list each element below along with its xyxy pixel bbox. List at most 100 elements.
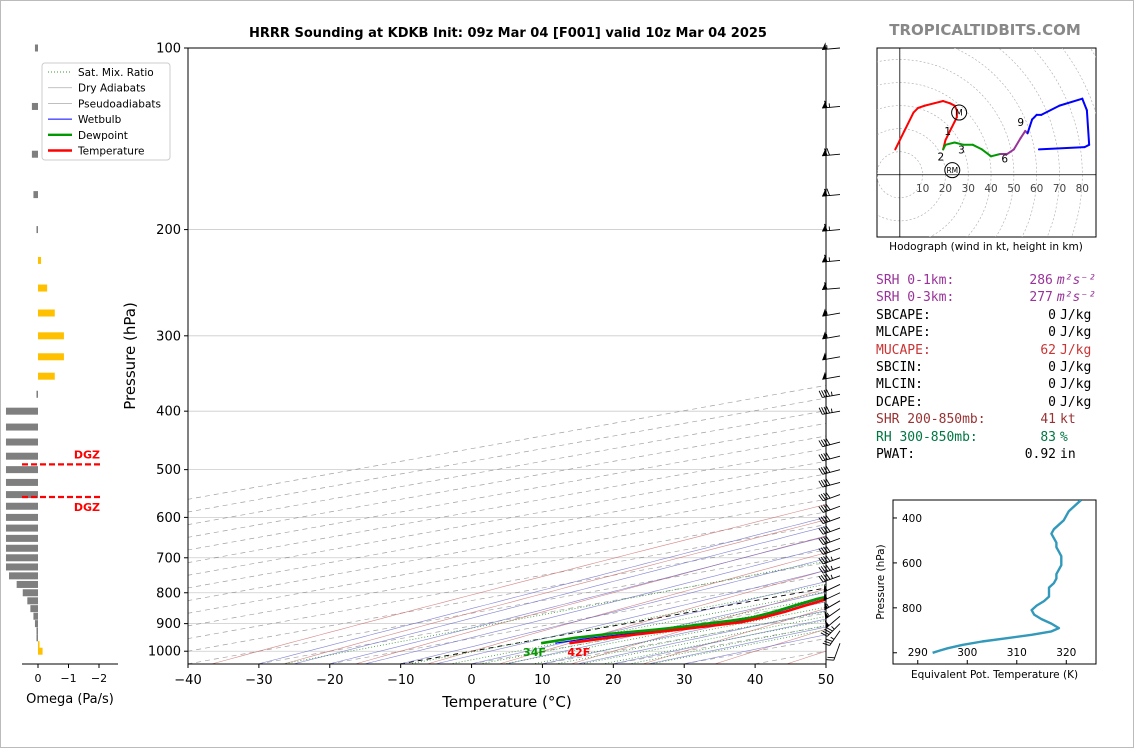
y-tick-label: 900 <box>156 617 181 632</box>
omega-bar <box>5 491 39 499</box>
wind-barb <box>822 282 841 291</box>
dewpoint-profile <box>540 595 826 645</box>
param-label: SRH 0-3km: <box>876 290 955 306</box>
x-tick-label: 30 <box>676 673 693 688</box>
omega-bar <box>38 284 48 292</box>
hodograph-segment <box>1037 146 1086 151</box>
wind-barb <box>818 564 841 574</box>
storm-motion-label: M <box>955 109 962 119</box>
skewt-frame <box>187 47 827 665</box>
theta-e-y-tick-label: 400 <box>902 513 922 525</box>
hodograph-segment <box>980 148 993 158</box>
x-tick-label: −10 <box>387 673 414 688</box>
wind-barb <box>822 148 841 157</box>
hodograph-tick-label: 40 <box>984 183 997 195</box>
param-value: 286 <box>1029 273 1053 288</box>
skewt-profiles <box>540 595 826 645</box>
omega-bar <box>5 544 39 552</box>
y-tick-label: 200 <box>156 223 181 238</box>
hodograph-height-label: 9 <box>1017 117 1024 129</box>
moist-adiabat <box>258 517 826 664</box>
mixing-ratio-line <box>479 596 826 664</box>
omega-panel: 0 −1 −2 Omega (Pa/s) DGZ DGZ <box>5 44 118 707</box>
param-unit: in <box>1060 447 1076 463</box>
param-unit: J/kg <box>1060 325 1092 341</box>
wind-barb <box>818 525 841 535</box>
x-tick-label: 0 <box>467 673 475 688</box>
y-tick-label: 300 <box>156 329 181 344</box>
param-value: 0 <box>1048 325 1056 341</box>
omega-bar <box>5 554 39 562</box>
legend-entry: Pseudoadiabats <box>78 98 161 110</box>
param-row: MUCAPE: 62 J/kg <box>876 342 1096 359</box>
dry-adiabat <box>211 504 826 664</box>
omega-bar <box>5 478 39 486</box>
omega-bar <box>38 256 42 264</box>
omega-bar <box>5 563 39 571</box>
y-tick-label: 1000 <box>148 645 181 660</box>
hodograph-segment <box>912 106 920 114</box>
legend: Sat. Mix. Ratio Dry Adiabats Pseudoadiabat… <box>41 62 171 161</box>
theta-e-y-label: Pressure (hPa) <box>875 544 887 619</box>
theta-e-panel: 290 300 310 320 400 600 800 Equivalent Pot. Tem… <box>875 499 1097 681</box>
wind-barb <box>822 308 841 317</box>
x-tick-label: 40 <box>747 673 764 688</box>
hodograph-height-label: 1 <box>944 126 951 138</box>
omega-bar <box>9 572 38 580</box>
omega-bar <box>5 466 39 474</box>
wind-barb <box>822 188 841 197</box>
theta-e-y-tick-label: 800 <box>902 603 922 615</box>
omega-bar <box>5 438 39 446</box>
param-row: SRH 0-3km: 277 m²s⁻² <box>876 289 1096 306</box>
omega-bar <box>34 44 38 52</box>
hodograph-segment <box>1026 125 1031 135</box>
mixing-ratio-line <box>532 606 826 664</box>
hodograph-segment <box>949 120 956 132</box>
legend-entry: Sat. Mix. Ratio <box>78 67 154 79</box>
param-label: MLCIN: <box>876 377 923 393</box>
wind-barb <box>822 352 841 361</box>
omega-bar <box>16 580 38 588</box>
moist-adiabat <box>364 546 826 664</box>
x-tick-label: 50 <box>818 673 835 688</box>
wind-barb <box>818 503 841 513</box>
x-tick-label: 10 <box>534 673 551 688</box>
chart-title: HRRR Sounding at KDKB Init: 09z Mar 04 [… <box>249 26 767 41</box>
hodograph-segment <box>944 141 956 146</box>
omega-bar <box>36 226 38 234</box>
dry-adiabat <box>283 519 826 664</box>
hodograph-panel: 10 20 30 40 50 60 70 80 1 2 3 6 9 M RM <box>876 47 1097 238</box>
wind-barb <box>818 514 841 524</box>
param-row: SRH 0-1km: 286 m²s⁻² <box>876 272 1096 289</box>
mixing-ratio-line <box>503 601 826 664</box>
y-tick-label: 100 <box>156 42 181 57</box>
sounding-parameters: SRH 0-1km: 286 m²s⁻² SRH 0-3km: 277 m²s⁻² SBCA… <box>876 272 1096 463</box>
wind-barb <box>822 331 841 340</box>
y-tick-label: 800 <box>156 586 181 601</box>
moist-adiabat <box>435 570 826 664</box>
hodograph-segment <box>942 100 951 105</box>
omega-axis-label: Omega (Pa/s) <box>26 692 114 707</box>
hodograph-height-label: 3 <box>958 144 965 156</box>
hodograph-segment <box>1006 148 1015 156</box>
dry-adiabat <box>642 608 826 664</box>
param-unit: J/kg <box>1060 394 1092 410</box>
omega-tick-label: −1 <box>60 672 76 685</box>
wind-barb <box>818 573 841 583</box>
wind-barb <box>822 630 841 646</box>
moist-adiabat <box>293 526 826 664</box>
omega-bar <box>5 407 39 415</box>
param-value: 62 <box>1040 342 1056 358</box>
theta-e-frame <box>892 499 1097 665</box>
legend-entry: Wetbulb <box>78 114 122 126</box>
param-value: 0 <box>1048 360 1056 376</box>
hodograph-caption: Hodograph (wind in kt, height in km) <box>889 241 1083 253</box>
omega-bar <box>30 605 38 613</box>
hodograph-segment <box>1040 104 1061 116</box>
omega-bar <box>31 102 38 110</box>
omega-bar <box>27 597 38 605</box>
wind-barb <box>823 592 841 601</box>
moist-adiabat <box>470 581 826 664</box>
y-tick-label: 600 <box>156 511 181 526</box>
theta-e-x-tick-label: 290 <box>908 647 928 659</box>
